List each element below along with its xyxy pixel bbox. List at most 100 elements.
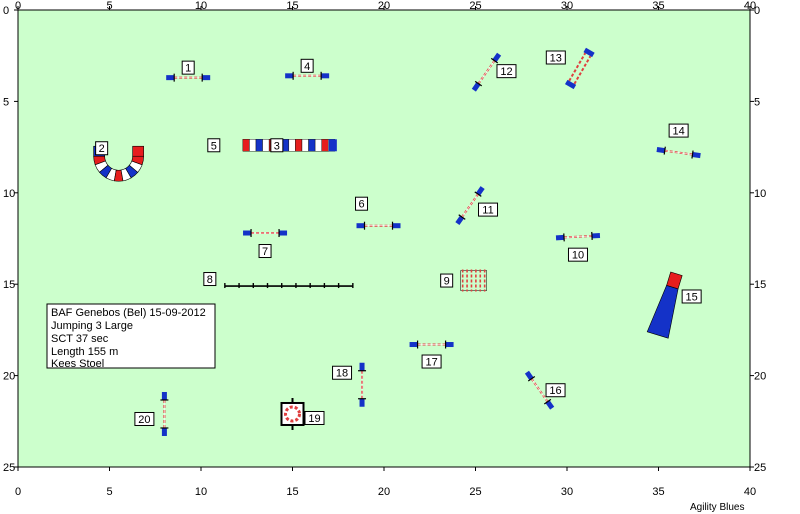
obstacle-3: 3 bbox=[242, 138, 337, 153]
number-box bbox=[421, 354, 442, 369]
wing-left bbox=[285, 73, 294, 79]
x-tick-label-bottom: 35 bbox=[652, 486, 664, 498]
stand-left bbox=[458, 214, 466, 220]
y-tick-label-right: 10 bbox=[754, 188, 766, 200]
pole-highlight bbox=[664, 150, 693, 155]
x-tick-label-bottom: 30 bbox=[561, 486, 573, 498]
obstacle-14: 14 bbox=[656, 123, 701, 159]
wing-right bbox=[445, 342, 454, 348]
obstacle-2: 2 bbox=[93, 141, 144, 182]
obstacle-number: 20 bbox=[138, 414, 150, 426]
stand-left bbox=[527, 375, 536, 382]
number-box bbox=[496, 64, 517, 79]
wing-right bbox=[161, 427, 167, 436]
wing-left bbox=[656, 147, 666, 154]
obstacle-1: 1 bbox=[166, 60, 211, 82]
stand-right bbox=[490, 57, 499, 64]
x-tick-label-top: 25 bbox=[469, 0, 481, 12]
jump-bars bbox=[555, 231, 601, 242]
obstacle-number: 2 bbox=[99, 143, 105, 155]
y-tick-label-left: 25 bbox=[3, 462, 15, 474]
x-tick-label-bottom: 10 bbox=[195, 486, 207, 498]
wing-right bbox=[392, 223, 401, 229]
number-box bbox=[440, 273, 454, 288]
number-box bbox=[203, 272, 217, 287]
info-line-sct: SCT 37 sec bbox=[51, 333, 109, 345]
obstacle-number: 14 bbox=[673, 126, 685, 138]
wing-right bbox=[583, 47, 595, 58]
jump-bars bbox=[455, 186, 485, 226]
wall-segment bbox=[262, 139, 270, 152]
x-tick-label-top: 15 bbox=[286, 0, 298, 12]
obstacle-number: 18 bbox=[336, 368, 348, 380]
info-line-length: Length 155 m bbox=[51, 346, 118, 358]
obstacle-8: 8 bbox=[203, 272, 354, 289]
number-box bbox=[304, 410, 325, 425]
brand-label: Agility Blues bbox=[690, 502, 744, 513]
y-tick-label-left: 20 bbox=[3, 371, 15, 383]
number-box bbox=[567, 247, 588, 262]
y-tick-label-right: 20 bbox=[754, 371, 766, 383]
double-bars bbox=[564, 47, 595, 90]
x-tick-label-bottom: 25 bbox=[469, 486, 481, 498]
obstacle-number: 10 bbox=[572, 250, 584, 262]
wing-left bbox=[359, 362, 365, 371]
number-box bbox=[332, 365, 353, 380]
x-tick-label-bottom: 40 bbox=[744, 486, 756, 498]
jump-bars bbox=[243, 229, 288, 238]
wing-right bbox=[692, 152, 701, 159]
obstacle-9: 9 bbox=[440, 269, 487, 292]
obstacle-number: 19 bbox=[308, 413, 320, 425]
number-box bbox=[270, 138, 284, 153]
obstacle-number: 6 bbox=[358, 199, 364, 211]
wing-left bbox=[409, 342, 418, 348]
obstacle-number: 15 bbox=[686, 291, 698, 303]
obstacle-16: 16 bbox=[524, 370, 566, 410]
x-tick-label-bottom: 15 bbox=[286, 486, 298, 498]
wing-left bbox=[471, 82, 481, 92]
y-tick-label-left: 15 bbox=[3, 279, 15, 291]
pole-highlight bbox=[563, 235, 592, 238]
x-tick-label-top: 0 bbox=[15, 0, 21, 12]
obstacle-number: 7 bbox=[262, 246, 268, 258]
obstacle-7: 7 bbox=[243, 229, 288, 259]
obstacle-number: 17 bbox=[425, 357, 437, 369]
obstacle-6: 6 bbox=[355, 196, 401, 230]
x-tick-label-top: 40 bbox=[744, 0, 756, 12]
number-box bbox=[545, 383, 566, 398]
obstacle-number: 5 bbox=[211, 140, 217, 152]
pole-highlight bbox=[531, 378, 548, 402]
pole bbox=[573, 55, 592, 85]
wing-left bbox=[555, 234, 565, 241]
wall-segment bbox=[308, 139, 316, 152]
pole bbox=[568, 52, 587, 82]
wing-right bbox=[492, 52, 502, 63]
chute bbox=[646, 271, 683, 339]
obstacle-10: 10 bbox=[555, 231, 601, 262]
jump-bars bbox=[524, 370, 555, 410]
wall-segment bbox=[314, 139, 322, 152]
wall-end bbox=[328, 139, 337, 152]
obstacle-5: 5 bbox=[207, 138, 221, 153]
wing-left bbox=[564, 79, 577, 90]
wall-segment bbox=[301, 139, 309, 152]
x-tick-label-bottom: 0 bbox=[15, 486, 21, 498]
wall-segment bbox=[249, 139, 257, 152]
obstacle-number: 11 bbox=[482, 205, 493, 217]
jump-bars bbox=[409, 340, 454, 349]
number-box bbox=[134, 411, 155, 426]
wall-segment bbox=[255, 139, 263, 152]
wing-right bbox=[591, 233, 601, 239]
wing-right bbox=[321, 73, 330, 79]
wing-left bbox=[524, 370, 534, 381]
obstacle-4: 4 bbox=[285, 58, 330, 80]
wing-right bbox=[545, 400, 555, 410]
pole-highlight bbox=[478, 60, 495, 84]
y-tick-label-left: 5 bbox=[3, 96, 9, 108]
wing-left bbox=[356, 223, 365, 229]
number-box bbox=[478, 202, 499, 217]
number-box bbox=[207, 138, 221, 153]
x-tick-label-top: 5 bbox=[106, 0, 112, 12]
weave-frame bbox=[460, 270, 487, 291]
info-line-class: Jumping 3 Large bbox=[51, 320, 133, 332]
